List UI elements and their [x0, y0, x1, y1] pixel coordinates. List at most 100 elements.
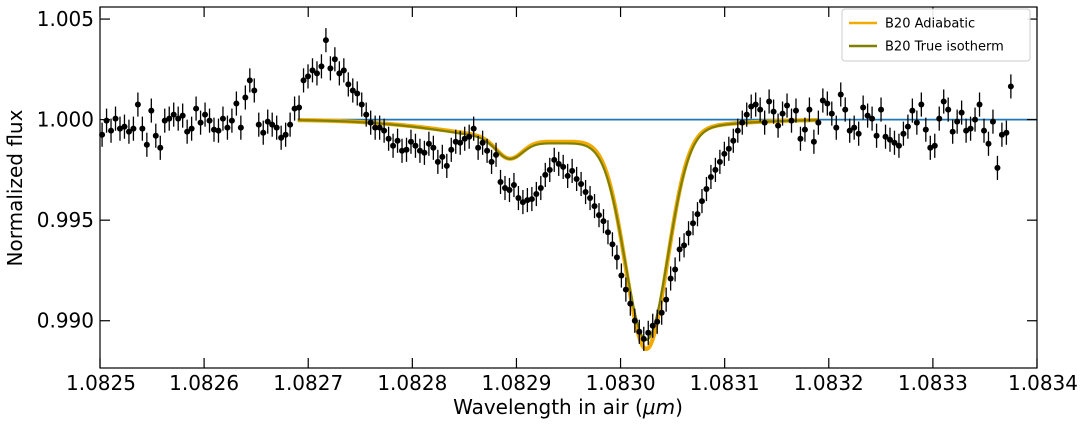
data-point — [958, 100, 965, 125]
data-point — [452, 129, 459, 154]
data-point — [537, 175, 544, 201]
data-point — [851, 115, 858, 140]
x-tick-label: 1.0832 — [794, 371, 864, 395]
x-axis-label: Wavelength in air (μm) — [453, 395, 683, 419]
data-marker — [972, 116, 979, 123]
data-marker — [788, 117, 795, 124]
data-point — [139, 116, 146, 141]
data-point — [148, 98, 155, 123]
data-point — [300, 68, 307, 93]
data-marker — [913, 119, 920, 126]
data-marker — [416, 147, 423, 154]
data-marker — [497, 178, 504, 185]
data-marker — [833, 124, 840, 131]
data-point — [578, 171, 585, 197]
x-tick-label: 1.0831 — [690, 371, 760, 395]
data-marker — [228, 117, 235, 124]
data-marker — [336, 70, 343, 77]
data-point — [658, 300, 665, 325]
data-marker — [452, 138, 459, 145]
data-marker — [260, 129, 267, 136]
data-marker — [255, 121, 262, 128]
data-point — [170, 102, 177, 127]
data-marker — [663, 296, 670, 303]
data-point — [309, 58, 316, 83]
x-axis-label-text: Wavelength in air ( — [453, 395, 643, 419]
data-point — [479, 130, 486, 155]
data-point — [546, 157, 553, 182]
data-point — [175, 106, 182, 131]
data-point — [954, 109, 961, 134]
data-point — [219, 106, 226, 131]
data-marker — [157, 144, 164, 151]
plot-frame — [99, 6, 1038, 369]
data-point — [927, 135, 934, 160]
data-point — [613, 245, 620, 270]
data-marker — [1007, 83, 1014, 90]
data-point — [184, 119, 191, 144]
data-point — [981, 118, 988, 143]
data-point — [407, 129, 414, 154]
data-marker — [766, 98, 773, 105]
data-point — [318, 54, 325, 79]
data-marker — [609, 241, 616, 248]
data-marker — [372, 124, 379, 131]
data-marker — [278, 134, 285, 141]
data-marker — [430, 144, 437, 151]
data-point — [394, 128, 401, 153]
data-marker — [931, 142, 938, 149]
data-marker — [493, 151, 500, 158]
data-marker — [313, 70, 320, 77]
data-marker — [940, 98, 947, 105]
data-point — [345, 72, 352, 97]
data-point — [493, 142, 500, 167]
data-point — [242, 85, 249, 110]
data-point — [810, 129, 817, 154]
data-marker — [421, 149, 428, 156]
data-marker — [551, 156, 558, 163]
data-marker — [627, 300, 634, 307]
data-marker — [707, 173, 714, 180]
data-marker — [515, 195, 522, 202]
data-point — [707, 164, 714, 190]
data-marker — [618, 272, 625, 279]
data-marker — [403, 146, 410, 153]
plot-background — [100, 7, 1037, 368]
data-marker — [546, 166, 553, 173]
data-point — [998, 122, 1005, 147]
data-point — [698, 189, 705, 214]
data-point — [269, 112, 276, 137]
data-marker — [479, 139, 486, 146]
data-marker — [604, 229, 611, 236]
data-marker — [327, 65, 334, 72]
data-point — [551, 147, 558, 172]
data-point — [273, 115, 280, 140]
data-point — [855, 121, 862, 146]
data-marker — [725, 145, 732, 152]
data-marker — [407, 138, 414, 145]
data-marker — [484, 147, 491, 154]
data-point — [972, 107, 979, 132]
data-point — [788, 108, 795, 133]
data-marker — [846, 127, 853, 134]
x-tick-label: 1.0830 — [586, 371, 656, 395]
data-marker — [175, 115, 182, 122]
data-marker — [143, 141, 150, 148]
data-marker — [819, 97, 826, 104]
data-point — [569, 158, 576, 183]
data-point — [560, 154, 567, 179]
data-marker — [385, 135, 392, 142]
data-point — [112, 106, 119, 131]
data-marker — [752, 101, 759, 108]
data-marker — [358, 101, 365, 108]
data-marker — [981, 127, 988, 134]
data-point — [193, 96, 200, 121]
data-marker — [287, 121, 294, 128]
data-marker — [197, 119, 204, 126]
data-marker — [851, 124, 858, 131]
data-point — [1007, 74, 1014, 99]
x-tick-label: 1.0825 — [66, 371, 136, 395]
data-marker — [264, 118, 271, 125]
data-marker — [945, 106, 952, 113]
data-marker — [569, 167, 576, 174]
